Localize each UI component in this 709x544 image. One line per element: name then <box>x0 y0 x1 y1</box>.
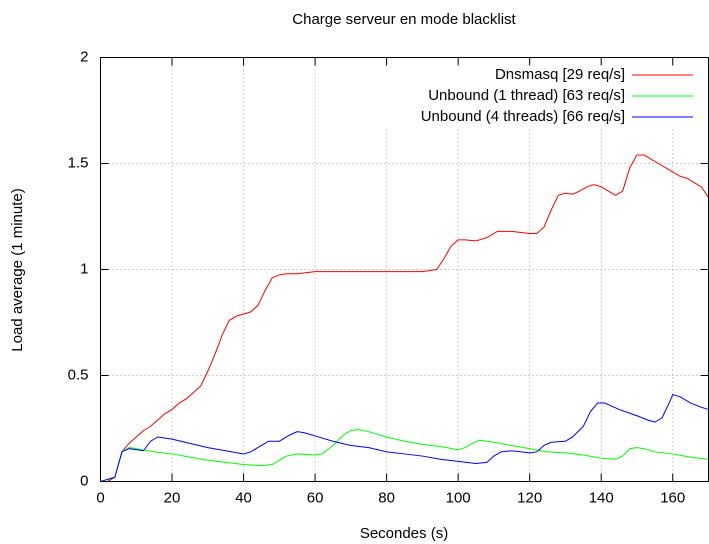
x-tick-label: 120 <box>517 489 542 506</box>
x-tick-label: 0 <box>96 489 104 506</box>
y-tick-label: 0 <box>80 472 88 489</box>
x-tick-label: 40 <box>235 489 252 506</box>
x-tick-label: 100 <box>446 489 471 506</box>
legend-label: Unbound (1 thread) [63 req/s] <box>428 87 625 104</box>
x-tick-label: 80 <box>378 489 395 506</box>
series-line <box>100 154 709 481</box>
y-tick-label: 0.5 <box>68 366 89 383</box>
series-line <box>100 429 709 481</box>
y-tick-label: 2 <box>80 48 88 65</box>
x-axis-label: Secondes (s) <box>360 525 448 542</box>
chart-title: Charge serveur en mode blacklist <box>292 11 516 28</box>
grid <box>100 57 709 482</box>
y-tick-label: 1.5 <box>68 154 89 171</box>
legend-label: Dnsmasq [29 req/s] <box>495 66 625 83</box>
x-tick-label: 160 <box>660 489 685 506</box>
legend-label: Unbound (4 threads) [66 req/s] <box>421 108 625 125</box>
plot-area <box>100 154 709 481</box>
x-tick-label: 60 <box>307 489 324 506</box>
y-tick-label: 1 <box>80 260 88 277</box>
y-axis-label: Load average (1 minute) <box>9 188 26 351</box>
x-tick-label: 140 <box>589 489 614 506</box>
series-line <box>100 393 709 481</box>
x-tick-label: 20 <box>164 489 181 506</box>
